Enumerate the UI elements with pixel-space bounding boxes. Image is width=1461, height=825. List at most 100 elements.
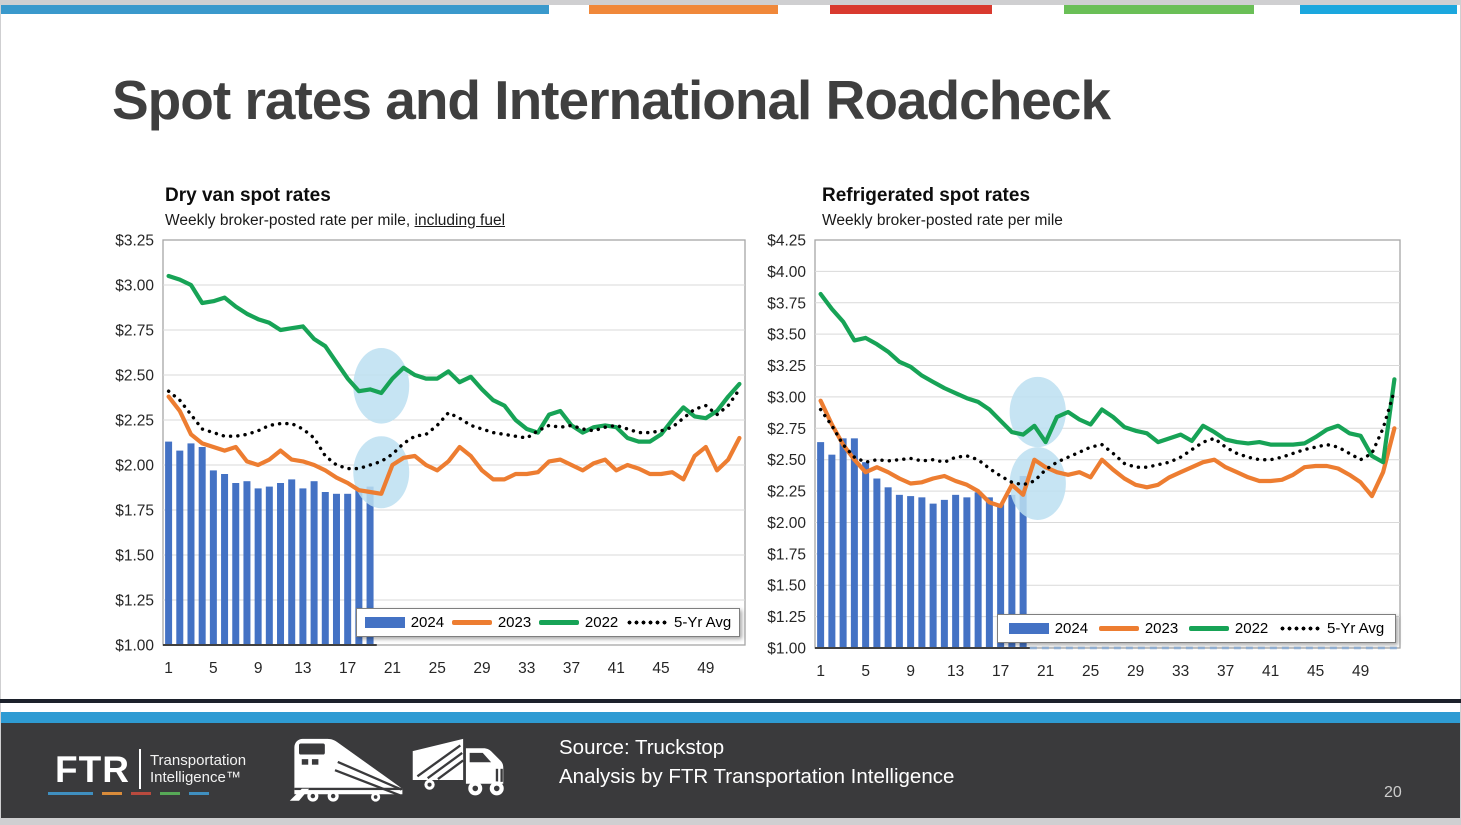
y-tick-label: $1.50 <box>115 548 154 565</box>
x-tick-label: 49 <box>697 660 714 677</box>
bar-2024 <box>209 470 217 645</box>
bar-2024 <box>243 481 251 645</box>
bar-2024 <box>940 499 948 648</box>
x-tick-label: 17 <box>992 663 1009 680</box>
bar-2024 <box>884 487 892 648</box>
bar-2024 <box>277 483 285 645</box>
refrigerated-chart-subtitle: Weekly broker-posted rate per mile <box>822 212 1063 230</box>
x-tick-label: 21 <box>1037 663 1054 680</box>
x-tick-label: 33 <box>518 660 535 677</box>
bar-2024 <box>187 443 195 645</box>
bar-2024 <box>1019 476 1027 648</box>
x-tick-label: 37 <box>563 660 580 677</box>
bar-2024 <box>310 481 318 645</box>
y-tick-label: $1.00 <box>115 638 154 655</box>
legend-label: 2022 <box>584 614 619 631</box>
y-tick-label: $3.25 <box>767 358 806 375</box>
bar-2024 <box>985 497 993 648</box>
x-tick-label: 13 <box>947 663 964 680</box>
bar-2024 <box>873 478 881 648</box>
ftr-logo-divider <box>138 749 141 789</box>
source-line-1: Source: Truckstop <box>559 736 725 759</box>
bar-2024 <box>198 447 206 645</box>
bar-2024 <box>355 490 363 645</box>
source-text: Source: Truckstop Analysis by FTR Transp… <box>559 733 954 791</box>
refrigerated-chart-title: Refrigerated spot rates <box>822 185 1031 206</box>
x-tick-label: 9 <box>254 660 263 677</box>
legend-label: 2024 <box>1054 620 1089 637</box>
series-line-2022 <box>166 273 742 444</box>
bar-2024 <box>839 438 847 648</box>
series-line-2023 <box>166 394 742 496</box>
y-tick-label: $2.75 <box>767 421 806 438</box>
bar-2024 <box>895 494 903 648</box>
footer: FTR Transportation Intelligence™ <box>1 723 1460 818</box>
legend-line-swatch-icon <box>1098 626 1139 631</box>
ftr-logo: FTR Transportation Intelligence™ <box>55 749 246 789</box>
y-tick-label: $3.00 <box>767 389 806 406</box>
bar-2024 <box>963 497 971 648</box>
legend-label: 2023 <box>1144 620 1179 637</box>
x-tick-label: 33 <box>1172 663 1189 680</box>
logo-dash <box>160 792 180 795</box>
legend-item-2023: 2023 <box>1098 620 1179 637</box>
bar-2024 <box>828 454 836 648</box>
y-tick-label: $2.50 <box>115 368 154 385</box>
x-tick-label: 9 <box>906 663 915 680</box>
bar-2024 <box>344 493 352 645</box>
bar-2024 <box>952 494 960 648</box>
tagline-line1: Transportation <box>149 752 247 769</box>
bar-2024 <box>997 503 1005 648</box>
source-line-2: Analysis by FTR Transportation Intellige… <box>559 765 955 788</box>
x-tick-label: 25 <box>429 660 446 677</box>
x-tick-label: 41 <box>1262 663 1279 680</box>
legend-dotted-swatch-icon <box>1279 626 1321 631</box>
y-tick-label: $1.25 <box>767 609 806 626</box>
legend-item-2024: 2024 <box>364 614 444 631</box>
highlight-ellipse <box>1009 447 1066 520</box>
bar-2024 <box>817 442 825 648</box>
x-tick-label: 5 <box>861 663 870 680</box>
x-tick-label: 29 <box>473 660 490 677</box>
legend-item-5yr-avg: 5-Yr Avg <box>1279 620 1384 637</box>
y-tick-label: $3.50 <box>767 327 806 344</box>
y-tick-label: $1.50 <box>767 578 806 595</box>
legend-item-2022: 2022 <box>1188 620 1268 637</box>
x-tick-label: 41 <box>608 660 625 677</box>
bar-2024 <box>1008 494 1016 648</box>
highlight-ellipse <box>353 348 410 424</box>
bar-2024 <box>974 492 982 648</box>
footer-blue-strip <box>1 712 1460 723</box>
x-tick-label: 37 <box>1217 663 1234 680</box>
y-tick-label: $1.75 <box>767 546 806 563</box>
accent-bar-segment-blue <box>1 5 549 14</box>
legend-item-2022: 2022 <box>538 614 619 631</box>
truck-icon <box>412 738 504 796</box>
bar-2024 <box>221 474 229 645</box>
bar-2024 <box>321 492 329 645</box>
x-tick-label: 1 <box>816 663 825 680</box>
logo-dash <box>189 792 209 795</box>
logo-dash <box>48 792 93 795</box>
y-tick-label: $2.75 <box>115 323 154 340</box>
accent-bar-segment-red <box>830 5 992 14</box>
refrigerated-legend: 2024 2023 2022 5-Yr Avg <box>997 614 1396 643</box>
logo-dash <box>131 792 151 795</box>
subtitle-text: Weekly broker-posted rate per mile <box>822 212 1063 229</box>
x-tick-label: 21 <box>384 660 401 677</box>
series-line-5-yr-avg <box>166 387 742 471</box>
bar-2024 <box>929 503 937 648</box>
y-tick-label: $2.25 <box>115 413 154 430</box>
legend-item-2023: 2023 <box>451 614 531 631</box>
legend-label: 5-Yr Avg <box>674 614 732 631</box>
bar-2024 <box>862 462 870 648</box>
tagline-line2: Intelligence™ <box>149 769 241 786</box>
dry-van-chart-title: Dry van spot rates <box>165 185 331 206</box>
x-tick-label: 45 <box>652 660 669 677</box>
y-tick-label: $1.00 <box>767 641 806 658</box>
train-icon <box>289 738 403 802</box>
footer-top-divider <box>0 699 1461 703</box>
series-line-2023 <box>818 398 1397 509</box>
y-tick-label: $3.25 <box>115 233 154 250</box>
page-number: 20 <box>1384 784 1402 801</box>
